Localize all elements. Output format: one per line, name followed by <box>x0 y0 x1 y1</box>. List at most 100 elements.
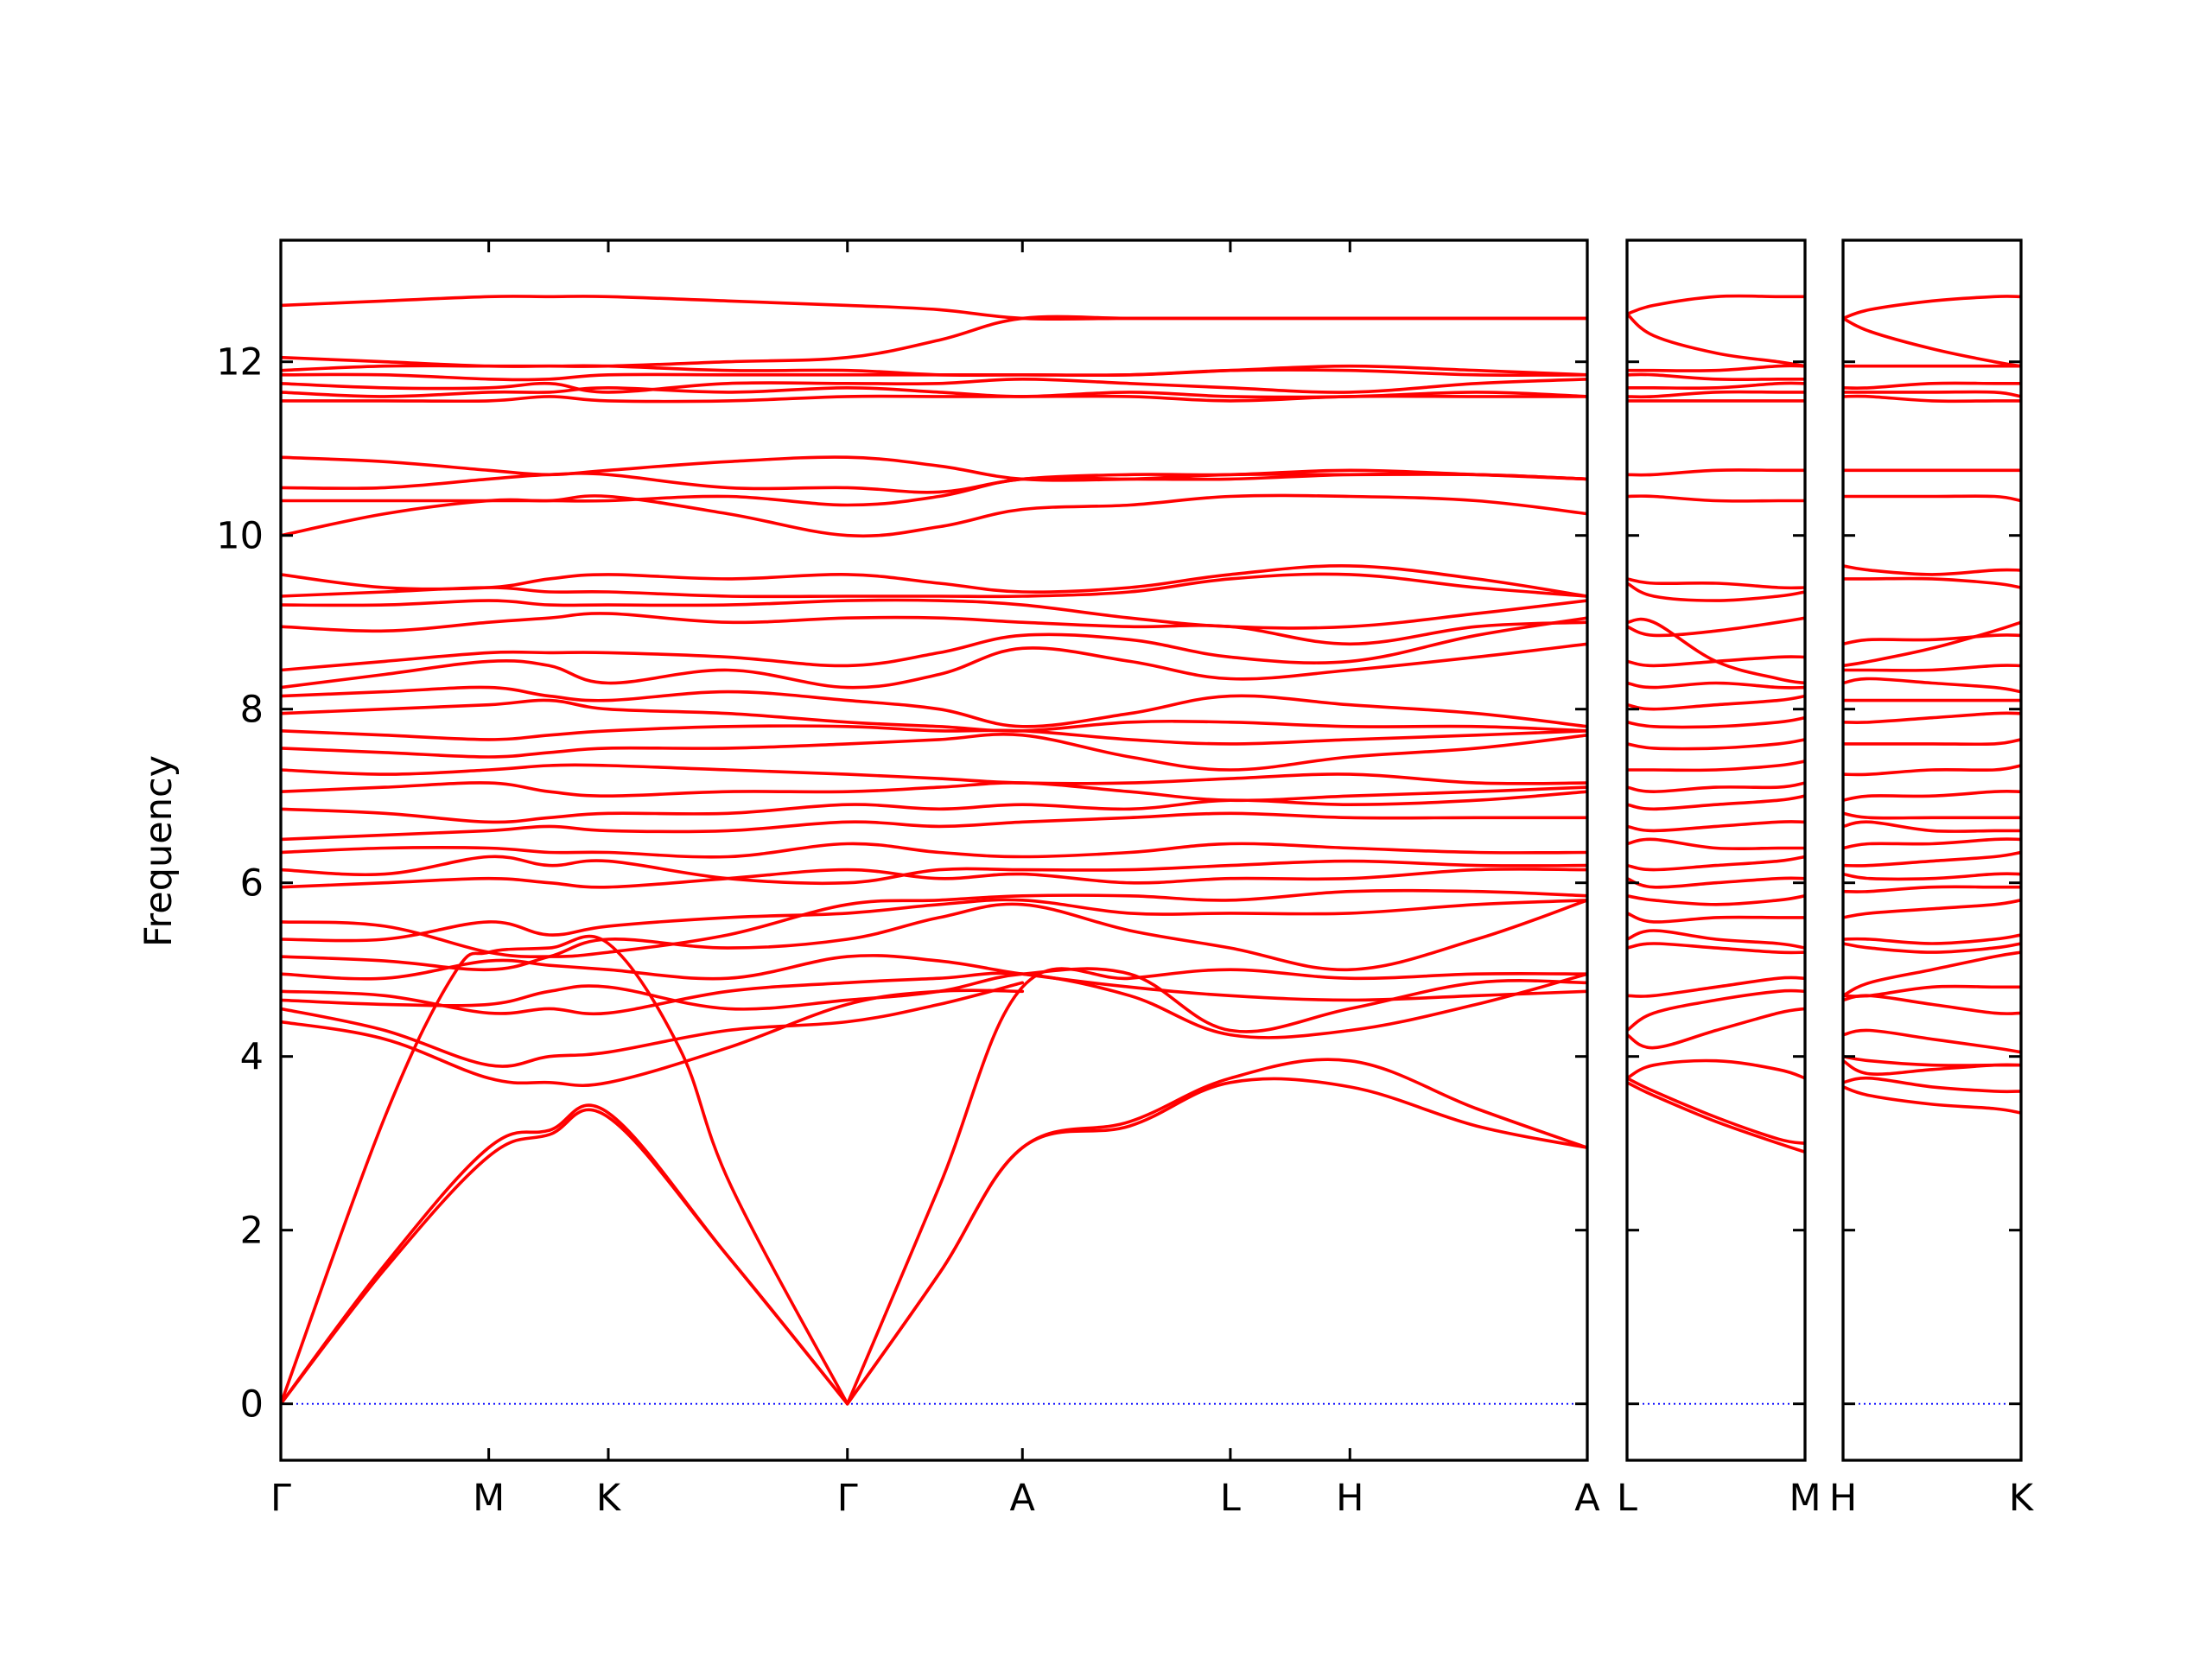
y-tick-label: 0 <box>240 1383 264 1427</box>
band-line <box>281 981 1025 1068</box>
band-line <box>1843 837 2021 850</box>
band-line <box>1843 764 2021 777</box>
y-tick-label: 6 <box>240 862 264 906</box>
band-line <box>1843 850 2021 868</box>
band-line <box>281 698 1587 733</box>
plot-frame <box>1841 238 2023 1462</box>
band-line <box>281 455 1587 482</box>
band-line <box>281 642 1587 690</box>
band-line <box>281 934 849 1406</box>
band-line <box>1627 1081 1805 1154</box>
band-line <box>1843 811 2021 820</box>
band-line <box>281 1108 849 1406</box>
band-line <box>281 855 1587 886</box>
band-line <box>1843 942 2021 954</box>
band-line <box>281 616 1587 672</box>
band-line <box>1843 677 2021 694</box>
y-tick-label: 4 <box>240 1036 264 1079</box>
band-line <box>845 967 1587 1406</box>
band-line <box>1627 694 1805 711</box>
band-line <box>281 468 1587 494</box>
band-line <box>281 868 1587 889</box>
band-line <box>281 790 1587 824</box>
band-line <box>1627 760 1805 772</box>
y-tick-label: 10 <box>216 515 264 558</box>
band-line <box>845 1077 1587 1406</box>
band-line <box>1627 312 1805 368</box>
band-line <box>281 378 1587 394</box>
band-line <box>1843 820 2021 833</box>
band-line <box>281 899 1587 972</box>
band-line <box>281 572 1587 599</box>
band-line <box>1843 1058 2021 1076</box>
band-line <box>1843 494 2021 503</box>
band-line <box>281 394 1587 404</box>
band-line <box>1843 790 2021 802</box>
band-line <box>281 564 1587 598</box>
band-line <box>1843 576 2021 589</box>
band-line <box>1627 681 1805 690</box>
x-tick-label: Γ <box>837 1477 858 1520</box>
band-line <box>1627 468 1805 477</box>
band-line <box>281 763 1587 785</box>
x-tick-label: M <box>1789 1477 1821 1520</box>
band-line <box>1627 372 1805 381</box>
band-line <box>1627 494 1805 503</box>
band-line <box>1627 616 1805 638</box>
band-line <box>1627 617 1805 685</box>
band-line <box>1843 994 2021 1015</box>
band-line <box>281 954 1587 1002</box>
band-line <box>1627 1007 1805 1050</box>
band-line <box>1627 715 1805 729</box>
band-line <box>281 971 1587 1039</box>
band-line <box>281 888 1587 959</box>
band-line <box>281 295 1587 321</box>
band-line <box>1843 633 2021 646</box>
band-line <box>1627 820 1805 833</box>
band-line <box>1627 912 1805 924</box>
band-line <box>1843 1076 2021 1094</box>
band-line <box>1843 872 2021 881</box>
band-line <box>1627 1077 1805 1145</box>
band-line <box>281 842 1587 859</box>
band-line <box>1843 664 2021 672</box>
x-tick-label: K <box>596 1477 622 1520</box>
band-line <box>1627 837 1805 851</box>
band-line <box>1627 976 1805 998</box>
band-line <box>1843 933 2021 945</box>
band-line <box>281 1103 849 1406</box>
y-tick-label: 12 <box>216 341 264 385</box>
plot-frame <box>279 238 1589 1462</box>
band-line <box>281 685 1587 728</box>
band-line <box>1843 899 2021 919</box>
x-tick-label: A <box>1010 1477 1036 1520</box>
band-line <box>1627 390 1805 399</box>
band-line <box>1843 394 2021 404</box>
plot-frame <box>1625 238 1807 1462</box>
band-line <box>1843 381 2021 391</box>
band-line <box>281 724 1587 746</box>
band-line <box>1843 1028 2021 1054</box>
band-group <box>281 295 1587 1406</box>
panel-1: 0 2 4 6 8 10 12 Γ M K Γ A L H A <box>216 238 1600 1520</box>
band-line <box>1627 582 1805 602</box>
x-tick-label: Γ <box>270 1477 291 1520</box>
band-line <box>1843 711 2021 724</box>
band-line <box>1627 929 1805 950</box>
band-line <box>1627 1058 1805 1080</box>
band-line <box>281 967 1587 1033</box>
band-line <box>1843 984 2021 998</box>
band-line <box>1627 988 1805 1033</box>
band-line <box>1843 295 2021 321</box>
band-line <box>281 315 1587 368</box>
band-line <box>1843 1085 2021 1115</box>
band-line <box>1843 316 2021 368</box>
band-group <box>1627 294 1805 1154</box>
x-tick-label: L <box>1617 1477 1637 1520</box>
band-line <box>1843 885 2021 893</box>
band-line <box>1627 294 1805 316</box>
band-line <box>1627 381 1805 391</box>
